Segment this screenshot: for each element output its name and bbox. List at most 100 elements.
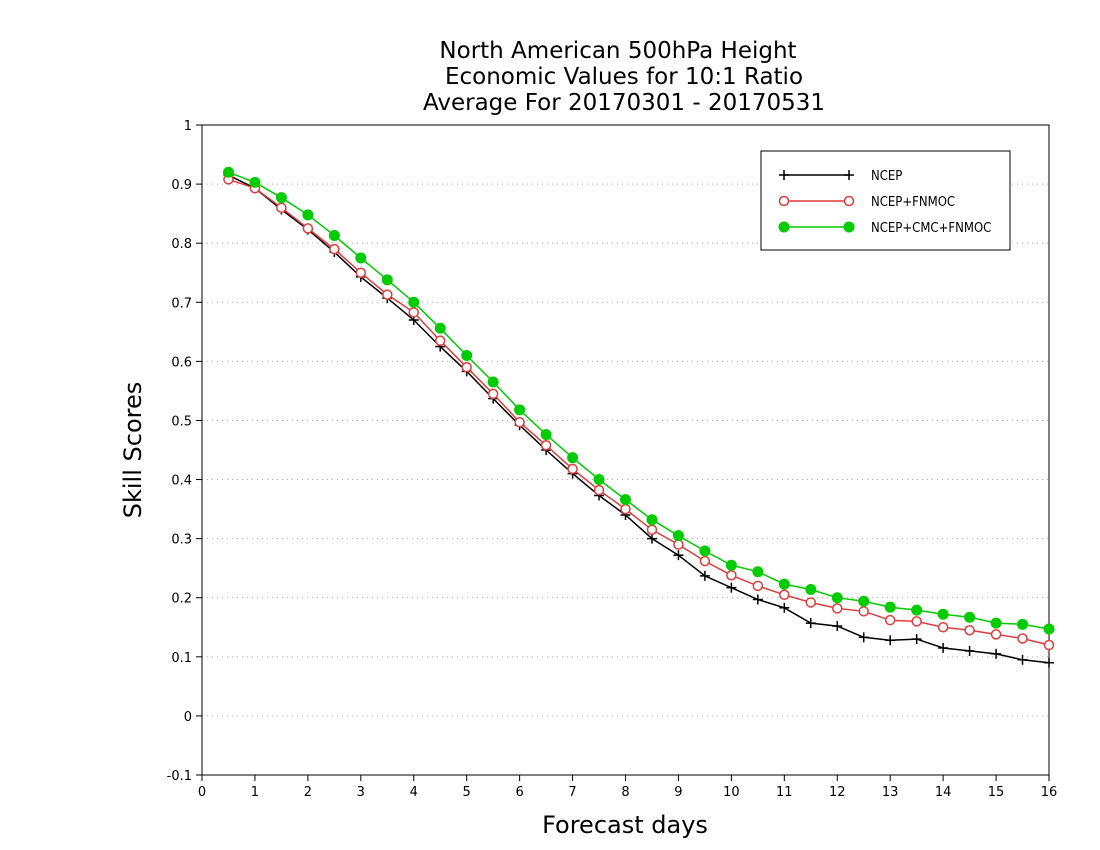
data-point — [593, 474, 605, 486]
x-tick-label: 7 — [568, 785, 576, 800]
data-point — [884, 601, 896, 613]
y-axis-label: Skill Scores — [119, 382, 147, 519]
data-point — [434, 322, 446, 334]
data-point — [884, 614, 896, 626]
data-point — [434, 335, 446, 346]
data-point — [646, 533, 657, 544]
data-point — [461, 362, 472, 373]
data-point — [699, 555, 711, 567]
x-tick-label: 0 — [198, 785, 206, 800]
data-point — [514, 416, 525, 428]
data-point — [673, 539, 684, 550]
series-ncep-cmc-fnmoc — [222, 166, 1055, 635]
data-point — [937, 622, 949, 633]
y-axis: -0.1 0 0.1 0.2 0.3 0.4 0.5 0.6 0.7 0.8 0.9 1 — [167, 119, 202, 784]
legend-marker — [778, 195, 790, 207]
data-point — [832, 603, 843, 614]
data-point — [752, 580, 764, 592]
x-tick-label: 9 — [674, 785, 682, 800]
data-point — [805, 583, 817, 595]
data-point — [1043, 623, 1055, 635]
data-point — [408, 296, 420, 308]
data-point — [487, 388, 499, 400]
data-point — [620, 494, 631, 506]
data-point — [752, 594, 763, 605]
x-tick-label: 4 — [410, 785, 418, 800]
y-tick-label: 1 — [184, 119, 192, 134]
data-point — [699, 545, 711, 557]
data-point — [329, 243, 340, 255]
data-point — [858, 595, 870, 607]
data-point — [540, 440, 552, 451]
data-point — [991, 648, 1002, 659]
data-point — [249, 176, 261, 188]
data-point — [778, 578, 790, 590]
data-point — [726, 570, 737, 581]
y-tick-label: 0.6 — [171, 355, 192, 370]
data-point — [355, 252, 367, 264]
x-tick-label: 12 — [829, 785, 846, 800]
data-point — [381, 274, 393, 286]
chart-title-line-2: Economic Values for 10:1 Ratio — [445, 64, 803, 90]
data-point — [1017, 654, 1028, 665]
y-tick-label: -0.1 — [167, 769, 192, 784]
legend-marker — [844, 170, 854, 180]
legend-marker — [843, 195, 855, 207]
x-tick-label: 6 — [515, 785, 523, 800]
x-tick-label: 15 — [988, 785, 1005, 800]
data-point — [990, 629, 1002, 640]
legend-label: NCEP+CMC+FNMOC — [871, 221, 991, 236]
data-point — [382, 289, 393, 300]
data-point — [805, 597, 817, 608]
x-tick-label: 11 — [776, 785, 793, 800]
data-point — [1017, 633, 1028, 644]
y-tick-label: 0.1 — [171, 651, 192, 666]
data-point — [725, 559, 737, 571]
data-point — [355, 267, 367, 278]
chart-title-line-1: North American 500hPa Height — [439, 38, 796, 64]
x-tick-label: 10 — [723, 785, 740, 800]
data-point — [461, 349, 473, 361]
data-point — [408, 307, 419, 318]
x-tick-label: 5 — [463, 785, 471, 800]
legend-label: NCEP — [871, 169, 902, 184]
x-tick-label: 16 — [1041, 785, 1058, 800]
x-tick-label: 14 — [935, 785, 952, 800]
x-tick-label: 13 — [882, 785, 899, 800]
data-point — [964, 624, 975, 636]
data-point — [276, 202, 287, 213]
data-point — [1044, 657, 1054, 668]
data-point — [673, 550, 684, 561]
legend-marker — [779, 170, 789, 180]
data-point — [911, 616, 922, 627]
chart-title-line-3: Average For 20170301 - 20170531 — [423, 90, 825, 116]
data-point — [487, 376, 499, 388]
x-tick-label: 1 — [251, 785, 259, 800]
legend-label: NCEP+FNMOC — [871, 195, 955, 210]
x-tick-label: 3 — [357, 785, 365, 800]
data-point — [646, 514, 658, 526]
chart-title: North American 500hPa Height Economic Va… — [423, 38, 825, 116]
y-tick-label: 0 — [184, 710, 192, 725]
y-tick-label: 0.5 — [171, 414, 192, 429]
x-axis-label: Forecast days — [542, 811, 708, 839]
data-point — [593, 484, 605, 496]
data-point — [1017, 618, 1029, 630]
legend-marker — [778, 221, 790, 233]
data-point — [937, 608, 949, 620]
legend-item: NCEP+FNMOC — [778, 195, 955, 210]
data-point — [672, 530, 684, 542]
data-point — [567, 452, 579, 464]
y-tick-label: 0.7 — [171, 296, 192, 311]
legend: NCEP NCEP+FNMOC NCEP+CMC+FNMOC — [760, 150, 1011, 251]
data-point — [990, 617, 1002, 629]
data-point — [567, 463, 578, 475]
y-tick-label: 0.2 — [171, 592, 192, 607]
y-tick-label: 0.9 — [171, 178, 192, 193]
y-tick-label: 0.4 — [171, 474, 192, 489]
data-point — [832, 621, 843, 632]
data-point — [964, 645, 975, 656]
x-axis: 0 1 2 3 4 5 6 7 8 9 10 11 12 13 14 15 16 — [198, 775, 1057, 800]
x-tick-label: 8 — [621, 785, 629, 800]
